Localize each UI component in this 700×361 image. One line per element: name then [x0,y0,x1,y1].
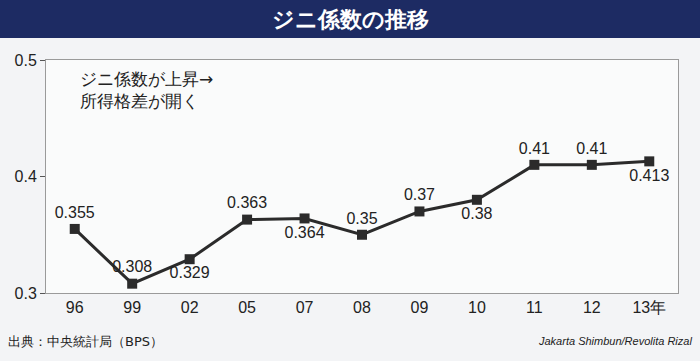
svg-text:0.41: 0.41 [519,140,550,157]
svg-text:0.364: 0.364 [285,224,325,241]
svg-text:0.4: 0.4 [15,168,37,185]
svg-text:0.3: 0.3 [15,285,37,302]
svg-text:13年: 13年 [632,299,666,316]
svg-text:0.355: 0.355 [55,204,95,221]
svg-text:02: 02 [181,299,199,316]
svg-text:Jakarta Shimbun/Revolita Rizal: Jakarta Shimbun/Revolita Rizal [538,335,692,347]
svg-text:08: 08 [353,299,371,316]
svg-text:10: 10 [468,299,486,316]
svg-text:0.37: 0.37 [404,186,435,203]
svg-text:0.329: 0.329 [170,264,210,281]
svg-text:出典：中央統計局（BPS）: 出典：中央統計局（BPS） [8,334,163,349]
svg-text:05: 05 [238,299,256,316]
svg-text:0.38: 0.38 [461,205,492,222]
svg-text:99: 99 [123,299,141,316]
svg-text:0.363: 0.363 [227,194,267,211]
svg-text:ジニ係数の推移: ジニ係数の推移 [272,7,429,32]
svg-text:07: 07 [296,299,314,316]
svg-text:0.41: 0.41 [576,140,607,157]
svg-text:0.413: 0.413 [629,167,669,184]
svg-text:0.35: 0.35 [346,210,377,227]
svg-text:96: 96 [66,299,84,316]
svg-text:ジニ係数が上昇→所得格差が開く: ジニ係数が上昇→所得格差が開く [80,69,213,111]
svg-text:11: 11 [526,299,543,316]
svg-text:0.5: 0.5 [15,52,37,69]
svg-text:0.308: 0.308 [112,258,152,275]
svg-text:12: 12 [583,299,601,316]
svg-text:09: 09 [411,299,429,316]
